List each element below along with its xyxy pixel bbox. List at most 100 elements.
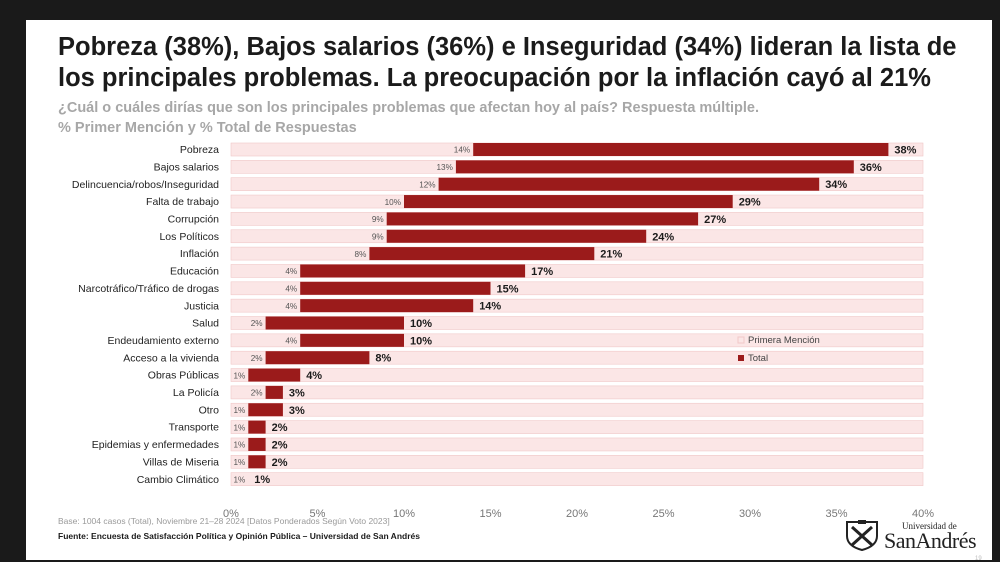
slide-subtitle: ¿Cuál o cuáles dirías que son los princi…	[58, 98, 958, 138]
primera-mencion-value-label: 2%	[251, 319, 263, 328]
primera-mencion-value-label: 1%	[233, 475, 245, 484]
total-value-label: 21%	[600, 249, 622, 261]
total-bar	[300, 299, 474, 313]
data-bars	[248, 143, 889, 469]
total-bar	[369, 247, 595, 261]
total-bar	[265, 351, 370, 365]
primera-mencion-value-label: 14%	[454, 146, 470, 155]
subtitle-measure: % Primer Mención y % Total de Respuestas	[58, 120, 357, 136]
category-label: Otro	[199, 404, 220, 416]
primera-mencion-value-label: 13%	[437, 163, 453, 172]
category-label: Endeudamiento externo	[108, 335, 220, 347]
bar-labels: Pobreza 14% 38% Bajos salarios 13% 36% Delincu…	[72, 144, 917, 486]
total-value-label: 36%	[860, 162, 882, 174]
x-tick-label: 25%	[652, 508, 674, 520]
total-bar	[248, 368, 301, 382]
base-note: Base: 1004 casos (Total), Noviembre 21–2…	[58, 516, 390, 526]
category-label: Narcotráfico/Tráfico de drogas	[78, 283, 219, 295]
x-tick-label: 0%	[223, 508, 239, 520]
primera-mencion-bar	[230, 385, 924, 400]
primera-mencion-bar	[230, 420, 924, 434]
total-bar	[248, 437, 266, 451]
category-label: Obras Públicas	[148, 370, 219, 382]
primera-mencion-bar	[230, 368, 924, 382]
logo-name-text: SanAndrés	[884, 528, 977, 553]
total-bar	[265, 316, 404, 330]
total-value-label: 17%	[531, 266, 553, 278]
primera-mencion-value-label: 2%	[251, 389, 263, 398]
category-label: Falta de trabajo	[146, 196, 219, 208]
source-note: Fuente: Encuesta de Satisfacción Polític…	[58, 531, 420, 541]
problems-bar-chart: Pobreza 14% 38% Bajos salarios 13% 36% Delincu…	[72, 142, 934, 520]
primera-mencion-value-label: 2%	[251, 354, 263, 363]
total-value-label: 8%	[375, 353, 391, 365]
category-label: La Policía	[173, 387, 219, 399]
legend: Primera Mención Total	[737, 335, 820, 364]
category-label: Acceso a la vivienda	[123, 352, 219, 364]
subtitle-question: ¿Cuál o cuáles dirías que son los princi…	[58, 100, 760, 116]
background-bars	[230, 142, 924, 486]
x-tick-label: 35%	[825, 508, 847, 520]
primera-mencion-value-label: 8%	[355, 250, 367, 259]
legend-label-primera-mencion: Primera Mención	[748, 335, 820, 346]
total-value-label: 29%	[739, 197, 761, 209]
primera-mencion-value-label: 9%	[372, 232, 384, 241]
total-bar	[473, 143, 889, 156]
total-bar	[300, 264, 526, 278]
primera-mencion-bar	[230, 454, 924, 469]
primera-mencion-value-label: 9%	[372, 215, 384, 224]
university-logo: Universidad de SanAndrés	[844, 519, 992, 553]
total-bar	[386, 212, 699, 226]
shield-icon	[846, 520, 878, 551]
total-value-label: 34%	[825, 179, 847, 191]
legend-swatch-primera-mencion	[737, 336, 745, 344]
category-label: Los Políticos	[159, 231, 219, 243]
total-bar	[265, 385, 283, 399]
primera-mencion-value-label: 1%	[233, 458, 245, 467]
total-value-label: 1%	[254, 474, 270, 486]
category-label: Corrupción	[168, 214, 220, 226]
total-value-label: 2%	[272, 457, 288, 469]
primera-mencion-value-label: 4%	[285, 302, 297, 311]
total-value-label: 3%	[289, 405, 305, 417]
x-tick-label: 5%	[310, 508, 326, 520]
x-tick-label: 15%	[479, 508, 501, 520]
category-label: Epidemias y enfermedades	[92, 439, 219, 451]
category-label: Bajos salarios	[154, 161, 219, 173]
legend-label-total: Total	[748, 353, 768, 364]
primera-mencion-bar	[230, 402, 924, 417]
category-label: Pobreza	[180, 144, 219, 156]
x-tick-label: 30%	[739, 508, 761, 520]
primera-mencion-value-label: 1%	[233, 371, 245, 380]
primera-mencion-value-label: 1%	[233, 406, 245, 415]
primera-mencion-value-label: 4%	[285, 267, 297, 276]
primera-mencion-value-label: 10%	[385, 198, 401, 207]
primera-mencion-value-label: 1%	[233, 441, 245, 450]
total-value-label: 10%	[410, 335, 432, 347]
primera-mencion-bar	[230, 350, 924, 365]
logo-university-text: Universidad de	[902, 521, 957, 531]
total-value-label: 10%	[410, 318, 432, 330]
total-bar	[248, 420, 266, 434]
total-value-label: 2%	[272, 422, 288, 434]
total-bar	[438, 177, 820, 191]
category-label: Cambio Climático	[137, 474, 219, 486]
x-tick-label: 40%	[912, 508, 934, 520]
total-value-label: 2%	[272, 439, 288, 451]
slide-title: Pobreza (38%), Bajos salarios (36%) e In…	[58, 33, 957, 92]
slide: Pobreza (38%), Bajos salarios (36%) e In…	[26, 20, 992, 560]
category-label: Delincuencia/robos/Inseguridad	[72, 179, 219, 191]
total-value-label: 27%	[704, 214, 726, 226]
category-label: Educación	[170, 266, 219, 278]
total-value-label: 4%	[306, 370, 322, 382]
total-bar	[386, 229, 647, 243]
category-label: Villas de Miseria	[143, 456, 219, 468]
x-tick-label: 20%	[566, 508, 588, 520]
total-bar	[248, 455, 266, 469]
primera-mencion-bar	[230, 472, 924, 486]
legend-swatch-total	[738, 355, 744, 361]
primera-mencion-value-label: 12%	[419, 180, 435, 189]
total-value-label: 3%	[289, 387, 305, 399]
primera-mencion-value-label: 4%	[285, 337, 297, 346]
